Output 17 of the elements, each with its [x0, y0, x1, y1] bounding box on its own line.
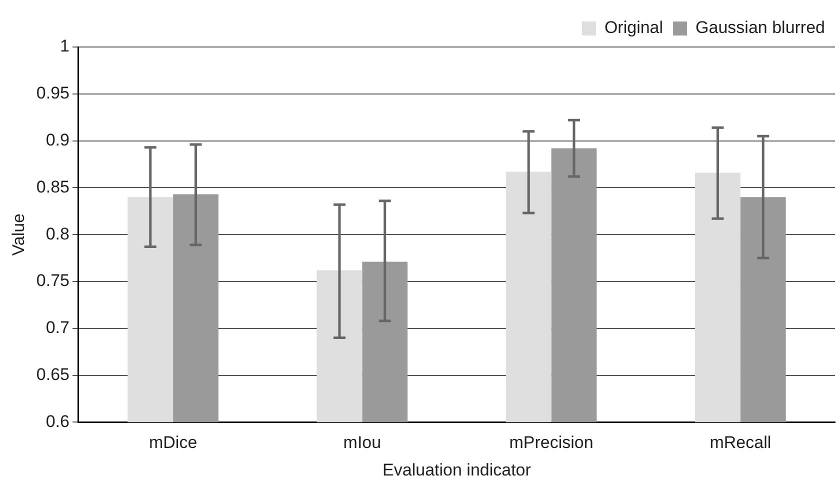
y-tick-label: 0.65 — [36, 364, 70, 384]
y-tick-label: 1 — [60, 36, 70, 56]
x-tick-label: mIou — [343, 433, 382, 452]
x-tick-label: mDice — [148, 433, 198, 452]
x-tick-label: mPrecision — [509, 433, 594, 452]
x-tick-label: mRecall — [710, 433, 772, 452]
y-axis-title: Value — [8, 213, 28, 256]
y-tick-label: 0.85 — [36, 177, 70, 196]
y-tick-label: 0.7 — [46, 318, 70, 338]
y-tick-label: 0.75 — [36, 271, 70, 290]
legend-label: Original — [604, 18, 664, 38]
y-tick-label: 0.95 — [36, 84, 70, 103]
legend-label: Gaussian blurred — [696, 18, 826, 38]
y-tick-label: 0.6 — [46, 412, 70, 431]
x-axis-title: Evaluation indicator — [382, 460, 532, 480]
y-tick-label: 0.8 — [46, 224, 70, 244]
y-tick-label: 0.9 — [46, 130, 70, 150]
